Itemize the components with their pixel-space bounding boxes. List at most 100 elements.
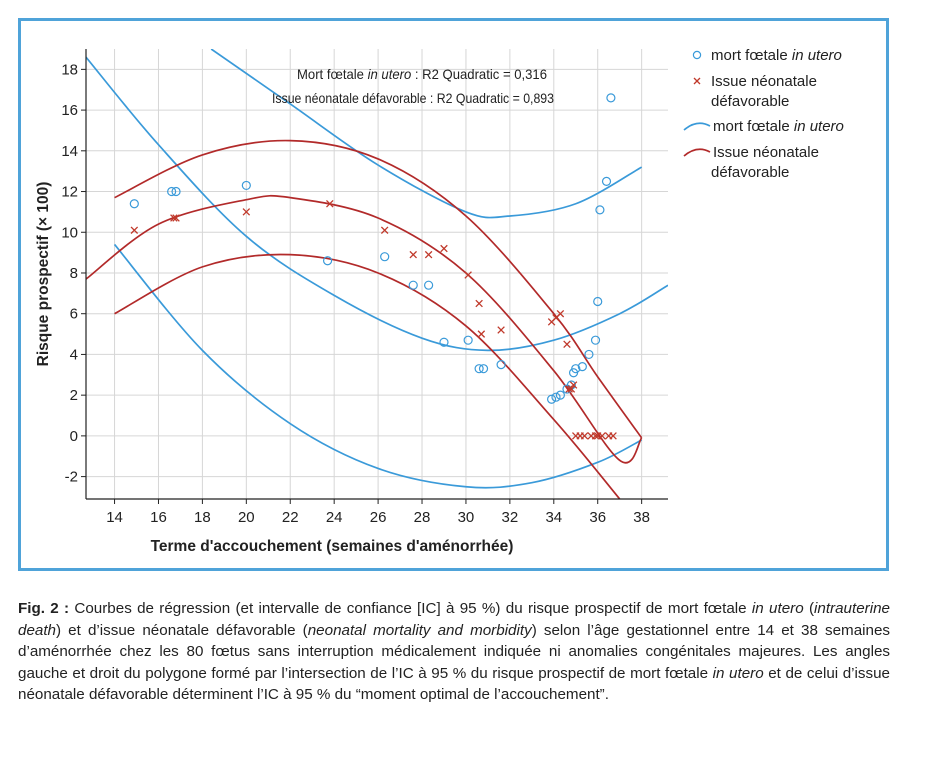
x-tick-label: 28 [414, 509, 431, 526]
y-tick-label: 14 [61, 143, 78, 160]
point-x [563, 340, 571, 349]
point-x [567, 385, 576, 393]
point-x [569, 381, 578, 389]
caption-text: ) selon l’âge gestationnel entre 14 et 3… [18, 621, 891, 682]
curve-3 [86, 194, 643, 464]
y-tick-label: 10 [61, 224, 78, 241]
legend-item [692, 50, 702, 60]
y-tick-label: 0 [70, 428, 78, 445]
point-circle [601, 176, 612, 186]
point-x [172, 214, 180, 222]
x-tick-label: 16 [150, 509, 167, 526]
legend-marker-line [683, 122, 711, 131]
point-circle [322, 256, 333, 266]
x-axis-label: Terme d'accouchement (semaines d'aménorr… [151, 538, 514, 555]
caption-italic-text: in utero [751, 600, 804, 617]
point-circle [593, 296, 603, 307]
point-x [556, 309, 565, 318]
x-tick-label: 38 [633, 509, 650, 526]
y-tick-label: 12 [61, 184, 78, 201]
point-circle [408, 280, 418, 290]
point-circle [380, 252, 390, 262]
figure-caption: Fig. 2 : Courbes de régression (et inter… [18, 598, 890, 706]
point-circle [496, 360, 506, 370]
legend: défavorable défavorable [683, 50, 789, 181]
chart: 14 16 18 20 22 24 26 28 30 32 34 36 38-2024681012141… [35, 47, 844, 555]
point-circle [577, 362, 587, 372]
point-x [440, 244, 448, 253]
point-x [475, 299, 483, 308]
annotation-r2-mort-foetale: Mort fœtale in utero : R2 Quadratic = 0,… [297, 66, 547, 82]
point-x [130, 226, 139, 234]
legend-marker-line [683, 148, 711, 157]
point-circle [129, 199, 139, 209]
caption-text: et de celui d’issue néonatale défavorabl… [18, 664, 890, 704]
caption-italic-text: in utero [712, 664, 764, 682]
x-tick-label: 36 [589, 509, 606, 526]
legend-label: mort fœtale in utero [711, 47, 842, 64]
x-tick-label: 34 [545, 509, 562, 526]
caption-text: ) et d’issue néonatale défavorable ( [56, 621, 308, 639]
point-circle [551, 392, 561, 402]
curve-0 [86, 56, 668, 352]
legend-label: Issue néonatale [713, 144, 819, 161]
curve-1 [113, 243, 643, 489]
series-1 [130, 199, 617, 440]
y-tick-label: 18 [61, 61, 78, 78]
curve-5 [114, 253, 621, 499]
caption-italic-text: intrauterine death [18, 600, 890, 639]
point-x [380, 226, 389, 234]
x-tick-label: 32 [502, 509, 519, 526]
point-circle [424, 280, 434, 290]
point-circle [167, 186, 177, 197]
point-circle [171, 186, 181, 197]
legend-item: défavorable [693, 77, 789, 110]
point-circle [606, 93, 616, 103]
legend-marker-circle [692, 50, 702, 60]
point-x [591, 432, 600, 440]
legend-label-line2: défavorable [711, 93, 789, 110]
point-circle [546, 394, 557, 404]
y-tick-label: -2 [65, 469, 78, 486]
caption-text: ( [803, 600, 815, 617]
y-tick-label: 8 [70, 265, 78, 282]
point-x [464, 271, 472, 279]
legend-item [683, 122, 711, 131]
point-x [409, 250, 417, 259]
point-circle [478, 364, 489, 374]
series-0 [129, 93, 616, 404]
plot-area [86, 49, 668, 499]
legend-label: mort fœtale in utero [713, 118, 844, 135]
legend-item: défavorable [683, 148, 789, 181]
point-x [170, 214, 178, 222]
x-tick-label: 14 [106, 509, 123, 526]
x-tick-label: 30 [458, 509, 475, 526]
x-tick-label: 20 [238, 509, 255, 526]
x-tick-label: 22 [282, 509, 299, 526]
regression-curves [86, 49, 668, 499]
point-x [580, 432, 589, 440]
point-x [598, 432, 606, 440]
y-tick-label: 16 [61, 102, 78, 119]
caption-italic-text: neonatal mortality and morbidity [307, 621, 532, 639]
caption-text: Courbes de régression (et intervalle de … [69, 600, 752, 617]
legend-label: Issue néonatale [711, 73, 817, 90]
point-x [497, 326, 505, 334]
point-x [242, 208, 251, 216]
annotation-r2-issue-neonatale: Issue néonatale défavorable : R2 Quadrat… [272, 90, 554, 106]
point-x [326, 199, 334, 208]
y-tick-label: 6 [70, 306, 78, 323]
x-tick-label: 24 [326, 509, 343, 526]
legend-label-line2: défavorable [711, 164, 789, 181]
point-x [424, 250, 433, 259]
point-circle [474, 364, 484, 374]
y-tick-label: 2 [70, 387, 78, 404]
y-tick-label: 4 [70, 346, 78, 363]
point-circle [590, 335, 601, 345]
point-circle [584, 349, 594, 360]
caption-label: Fig. 2 : [18, 600, 70, 617]
point-circle [571, 364, 581, 374]
point-x [609, 432, 617, 440]
point-x [477, 330, 486, 338]
point-circle [439, 337, 449, 347]
